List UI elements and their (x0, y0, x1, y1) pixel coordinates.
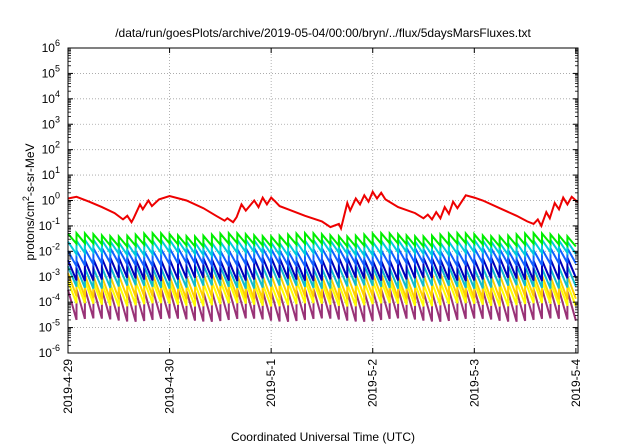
x-tick-label: 2019-5-2 (366, 359, 380, 407)
y-tick-label: 10-2 (39, 241, 60, 258)
y-axis-label: protons/cm2-s-sr-MeV (21, 143, 37, 260)
y-tick-label: 103 (42, 114, 60, 131)
x-tick-label: 2019-5-4 (569, 359, 583, 407)
series-line (67, 230, 577, 250)
x-tick-label: 2019-5-3 (467, 359, 481, 407)
x-axis-label: Coordinated Universal Time (UTC) (231, 430, 415, 444)
y-tick-label: 10-1 (39, 216, 60, 233)
y-tick-label: 105 (42, 63, 60, 80)
y-axis-label-rest: -s-sr-MeV (23, 143, 37, 196)
y-axis-label-base: protons/cm (23, 201, 37, 260)
y-tick-label: 106 (42, 38, 60, 55)
y-tick-label: 10-5 (39, 318, 60, 335)
y-tick-label: 101 (42, 165, 60, 182)
y-axis-label-sup: 2 (21, 196, 31, 201)
x-tick-label: 2019-4-29 (61, 359, 75, 414)
series-line (67, 189, 579, 232)
y-tick-label: 104 (42, 89, 60, 106)
axis-ticks: 10-6 10-5 10-4 10-3 10-2 10-1 100 101 102 103 104 1… (39, 38, 583, 414)
x-tick-label: 2019-4-30 (163, 359, 177, 414)
y-tick-label: 100 (42, 191, 60, 208)
chart-title: /data/run/goesPlots/archive/2019-05-04/0… (115, 26, 531, 40)
y-tick-label: 10-6 (39, 343, 60, 360)
y-tick-label: 102 (42, 140, 60, 157)
y-tick-label: 10-3 (39, 267, 60, 284)
x-tick-label: 2019-5-1 (264, 359, 278, 407)
series-group (67, 189, 579, 322)
y-tick-label: 10-4 (39, 292, 60, 309)
